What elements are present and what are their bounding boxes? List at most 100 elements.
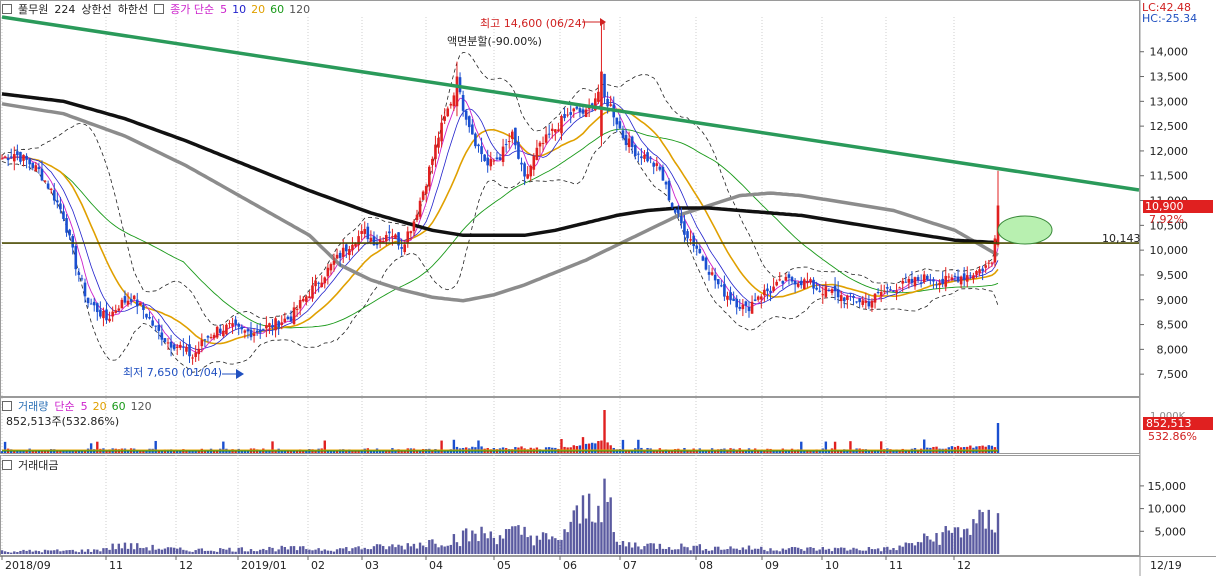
volume-tick-label: 1,000K	[1150, 411, 1186, 422]
amount-bar	[843, 547, 846, 554]
amount-bar	[320, 550, 323, 554]
candle-body	[864, 300, 868, 303]
amount-bar	[172, 547, 176, 554]
candle-body	[904, 281, 908, 283]
amount-bar	[6, 552, 10, 554]
volume-bar	[16, 451, 19, 453]
amount-bar	[993, 532, 997, 554]
amount-bar	[391, 544, 394, 554]
amount-bar	[74, 551, 77, 554]
amount-bar	[723, 549, 726, 554]
volume-bar	[744, 450, 748, 453]
volume-bar	[981, 445, 984, 453]
amount-bar	[938, 544, 941, 554]
candle-body	[455, 76, 459, 107]
amount-bar	[446, 545, 449, 554]
amount-bar	[0, 550, 4, 554]
candle-body	[713, 274, 717, 281]
candle-body	[649, 158, 652, 160]
candle-body	[403, 244, 407, 253]
volume-bar	[59, 451, 62, 453]
candle-body	[375, 242, 379, 246]
volume-bar	[13, 450, 16, 453]
amount-panel-checkbox[interactable]	[2, 460, 12, 470]
candle-body	[71, 236, 75, 248]
amount-bar	[56, 549, 59, 554]
amount-bar	[13, 551, 16, 554]
amount-bar	[956, 527, 960, 554]
amount-bar	[901, 546, 904, 554]
ma-checkbox[interactable]	[154, 4, 165, 14]
amount-bar	[409, 546, 413, 554]
candle-body	[274, 318, 277, 331]
amount-bar	[474, 533, 477, 554]
amount-bar	[796, 547, 800, 554]
candle-body	[661, 166, 665, 181]
candle-body	[962, 273, 966, 280]
amount-bar	[252, 551, 256, 554]
candle-body	[772, 286, 775, 291]
volume-panel-checkbox[interactable]	[2, 401, 12, 411]
x-tick-label: 09	[765, 559, 779, 572]
last-volume-badge: 852,513	[1143, 417, 1213, 430]
candle-body	[237, 323, 241, 327]
amount-bar	[458, 546, 462, 554]
amount-bar	[870, 549, 874, 554]
volume-bar	[600, 440, 603, 453]
volume-ma-20: 20	[92, 399, 107, 413]
candle-body	[452, 95, 456, 107]
candle-body	[747, 307, 751, 312]
amount-bar	[431, 539, 434, 554]
candle-body	[320, 282, 324, 288]
candle-body	[172, 344, 176, 350]
amount-bar	[83, 551, 87, 554]
candle-body	[418, 200, 422, 217]
amount-bar	[763, 549, 766, 554]
amount-bar	[634, 542, 637, 554]
candle-body	[981, 268, 984, 272]
amount-bar	[197, 548, 200, 554]
amount-bar	[335, 549, 339, 554]
amount-bar	[283, 547, 287, 554]
amount-bar	[348, 551, 351, 554]
candle-body	[569, 112, 573, 115]
amount-bar	[31, 551, 34, 554]
volume-bar	[870, 451, 874, 453]
candle-body	[842, 297, 846, 302]
amount-bar	[889, 549, 892, 554]
candle-body	[283, 318, 287, 323]
amount-bar	[412, 543, 416, 554]
amount-bar	[126, 548, 130, 554]
candle-body	[74, 245, 78, 270]
volume-bar	[833, 441, 837, 453]
volume-bar	[68, 450, 71, 453]
volume-bar	[597, 441, 600, 453]
volume-bar	[800, 441, 803, 453]
amount-bar	[302, 546, 305, 554]
volume-bar	[369, 450, 373, 453]
highlight-ellipse	[997, 215, 1053, 245]
last-change: 7.92%	[1149, 213, 1184, 226]
candle-body	[369, 237, 373, 242]
amount-bar	[594, 522, 597, 554]
candle-body	[277, 321, 280, 328]
volume-bar	[750, 450, 754, 453]
candle-body	[206, 336, 210, 338]
candle-body	[821, 294, 825, 296]
ma-label-5: 5	[220, 2, 228, 16]
candle-body	[554, 129, 557, 133]
amount-bar	[234, 551, 237, 554]
last-price-badge: 10,900	[1143, 200, 1213, 213]
candle-body	[332, 260, 336, 265]
candle-body	[225, 324, 228, 335]
price-panel-checkbox[interactable]	[2, 4, 12, 14]
volume-bar	[289, 450, 293, 453]
candle-body	[434, 144, 437, 160]
volume-bar	[787, 450, 791, 453]
candle-body	[882, 290, 886, 292]
amount-bar	[62, 550, 65, 554]
candle-body	[781, 280, 785, 284]
amount-bar	[883, 547, 886, 554]
candle-body	[348, 248, 351, 256]
candle-body	[160, 332, 164, 340]
